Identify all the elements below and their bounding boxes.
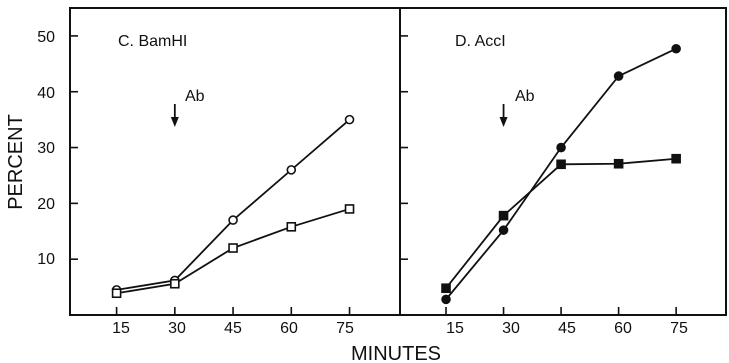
data-point — [498, 225, 509, 235]
x-tick-label: 45 — [224, 320, 242, 337]
data-point — [228, 215, 238, 225]
data-point — [556, 142, 566, 153]
series-line — [116, 118, 351, 291]
y-tick-label: 30 — [37, 140, 55, 157]
y-axis-label: PERCENT — [5, 114, 27, 210]
data-point — [286, 165, 297, 175]
y-tick-labels: 10 20 30 40 50 — [37, 29, 55, 268]
data-point — [671, 43, 681, 54]
series-line — [445, 47, 677, 300]
data-point — [613, 71, 624, 81]
data-point — [556, 159, 566, 170]
ab-arrow-head — [499, 117, 508, 127]
x-axis-label: MINUTES — [351, 343, 441, 363]
y-tick-label: 10 — [37, 251, 55, 268]
data-point — [286, 222, 297, 232]
data-point — [228, 243, 238, 253]
data-point — [613, 158, 624, 169]
x-tick-label: 15 — [112, 320, 130, 337]
panel-d-title: D. AccI — [455, 33, 506, 50]
y-tick-label: 40 — [37, 85, 55, 102]
data-point — [111, 288, 122, 299]
x-tick-label: 75 — [336, 320, 354, 337]
data-point — [441, 283, 451, 294]
panel-c-frame — [69, 7, 401, 316]
panel-d-ab-label: Ab — [515, 88, 535, 105]
panel-c-title: C. BamHI — [118, 33, 187, 50]
x-tick-label: 45 — [558, 320, 576, 337]
data-point — [671, 153, 681, 164]
chart-marks — [70, 35, 681, 315]
data-point — [170, 278, 180, 289]
x-tick-label: 75 — [670, 320, 688, 337]
x-tick-label: 60 — [280, 320, 298, 337]
x-tick-label: 30 — [502, 320, 520, 337]
data-point — [344, 114, 355, 125]
y-tick-label: 20 — [37, 196, 55, 213]
y-tick-label: 50 — [37, 29, 55, 46]
panel-c-x-tick-labels: 15 30 45 60 75 — [112, 320, 354, 337]
panel-d-x-tick-labels: 15 30 45 60 75 — [446, 320, 688, 337]
x-tick-label: 30 — [168, 320, 186, 337]
panel-c-ab-label: Ab — [185, 88, 205, 105]
series-line — [445, 157, 677, 289]
panel-d-frame — [399, 7, 727, 316]
data-point — [498, 210, 509, 221]
x-tick-label: 60 — [614, 320, 632, 337]
data-point — [441, 294, 451, 305]
ab-arrow-head — [170, 117, 179, 127]
x-tick-label: 15 — [446, 320, 464, 337]
data-point — [344, 204, 355, 214]
